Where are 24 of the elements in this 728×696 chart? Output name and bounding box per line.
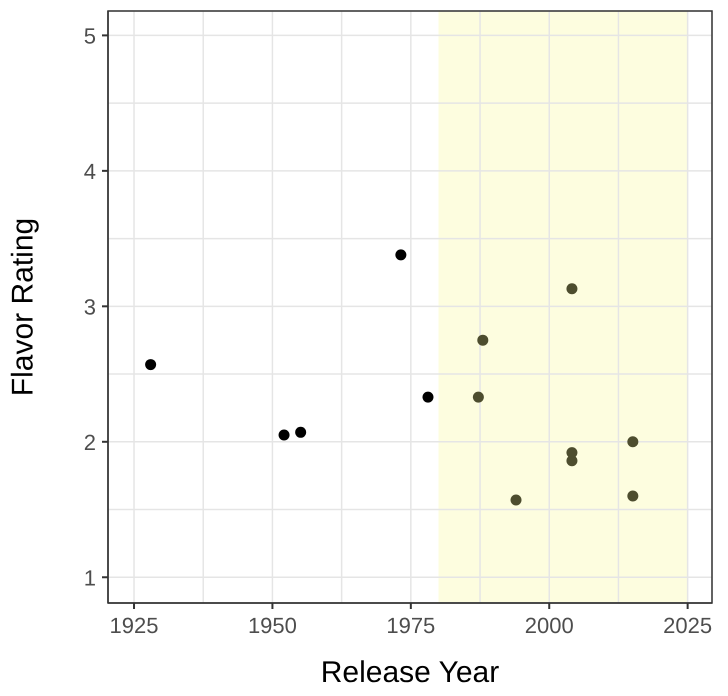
y-tick-label: 4 — [84, 158, 96, 184]
point — [627, 436, 638, 448]
point — [278, 430, 290, 441]
point — [295, 426, 306, 438]
y-tick-label: 3 — [84, 294, 96, 320]
point — [472, 392, 484, 403]
point — [627, 490, 638, 502]
y-tick-label: 5 — [84, 23, 96, 48]
x-tick-label: 2000 — [524, 613, 574, 638]
x-tick-label: 1950 — [248, 613, 297, 638]
y-axis-title: Flavor Rating — [6, 218, 40, 396]
x-axis-title: Release Year — [320, 656, 500, 689]
point — [422, 392, 434, 403]
x-tick-label: 2025 — [663, 613, 712, 638]
point — [566, 283, 578, 294]
point — [477, 334, 488, 346]
point — [395, 249, 406, 260]
x-tick-label: 1975 — [386, 613, 436, 638]
point — [510, 494, 522, 506]
y-tick-label: 1 — [84, 565, 96, 590]
x-tick-label: 1925 — [110, 613, 158, 638]
point — [566, 455, 578, 466]
point — [145, 359, 156, 370]
y-tick-label: 2 — [84, 430, 96, 455]
